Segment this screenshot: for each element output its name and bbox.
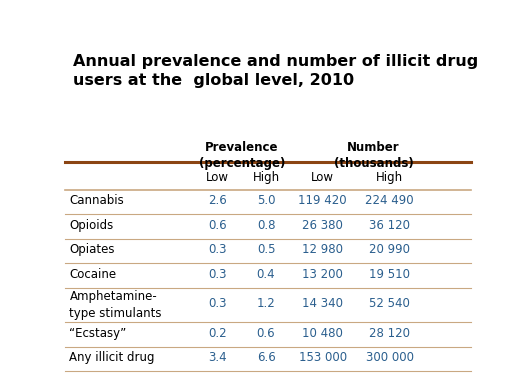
Text: Amphetamine-
type stimulants: Amphetamine- type stimulants bbox=[70, 290, 162, 320]
Text: 0.6: 0.6 bbox=[257, 327, 275, 340]
Text: 36 120: 36 120 bbox=[369, 219, 410, 232]
Text: 2.6: 2.6 bbox=[208, 194, 227, 207]
Text: Opiates: Opiates bbox=[70, 243, 115, 256]
Text: 0.3: 0.3 bbox=[208, 268, 226, 281]
Text: Annual prevalence and number of illicit drug
users at the  global level, 2010: Annual prevalence and number of illicit … bbox=[73, 54, 479, 88]
Text: Any illicit drug: Any illicit drug bbox=[70, 351, 155, 364]
Text: 10 480: 10 480 bbox=[302, 327, 343, 340]
Text: 28 120: 28 120 bbox=[369, 327, 410, 340]
Text: Opioids: Opioids bbox=[70, 219, 113, 232]
Text: 20 990: 20 990 bbox=[369, 243, 410, 256]
Text: 3.4: 3.4 bbox=[208, 351, 226, 364]
Text: 0.2: 0.2 bbox=[208, 327, 226, 340]
Text: 224 490: 224 490 bbox=[366, 194, 414, 207]
Text: 12 980: 12 980 bbox=[302, 243, 343, 256]
Text: 52 540: 52 540 bbox=[369, 297, 410, 310]
Text: 119 420: 119 420 bbox=[299, 194, 347, 207]
Text: Low: Low bbox=[311, 171, 334, 184]
Text: 0.3: 0.3 bbox=[208, 297, 226, 310]
Text: High: High bbox=[376, 171, 403, 184]
Text: 300 000: 300 000 bbox=[366, 351, 414, 364]
Text: 0.4: 0.4 bbox=[257, 268, 275, 281]
Text: 0.6: 0.6 bbox=[208, 219, 226, 232]
Text: 19 510: 19 510 bbox=[369, 268, 410, 281]
Text: 6.6: 6.6 bbox=[257, 351, 276, 364]
Text: 0.3: 0.3 bbox=[208, 243, 226, 256]
Text: 5.0: 5.0 bbox=[257, 194, 275, 207]
Text: 14 340: 14 340 bbox=[302, 297, 343, 310]
Text: 0.5: 0.5 bbox=[257, 243, 275, 256]
Text: Low: Low bbox=[206, 171, 229, 184]
Text: 1.2: 1.2 bbox=[257, 297, 276, 310]
Text: 13 200: 13 200 bbox=[302, 268, 343, 281]
Text: High: High bbox=[253, 171, 280, 184]
Text: “Ecstasy”: “Ecstasy” bbox=[70, 327, 127, 340]
Text: 26 380: 26 380 bbox=[302, 219, 343, 232]
Text: Prevalence
(percentage): Prevalence (percentage) bbox=[199, 141, 285, 170]
Text: 153 000: 153 000 bbox=[299, 351, 347, 364]
Text: Number
(thousands): Number (thousands) bbox=[334, 141, 413, 170]
Text: 0.8: 0.8 bbox=[257, 219, 275, 232]
Text: Cocaine: Cocaine bbox=[70, 268, 117, 281]
Text: Cannabis: Cannabis bbox=[70, 194, 124, 207]
